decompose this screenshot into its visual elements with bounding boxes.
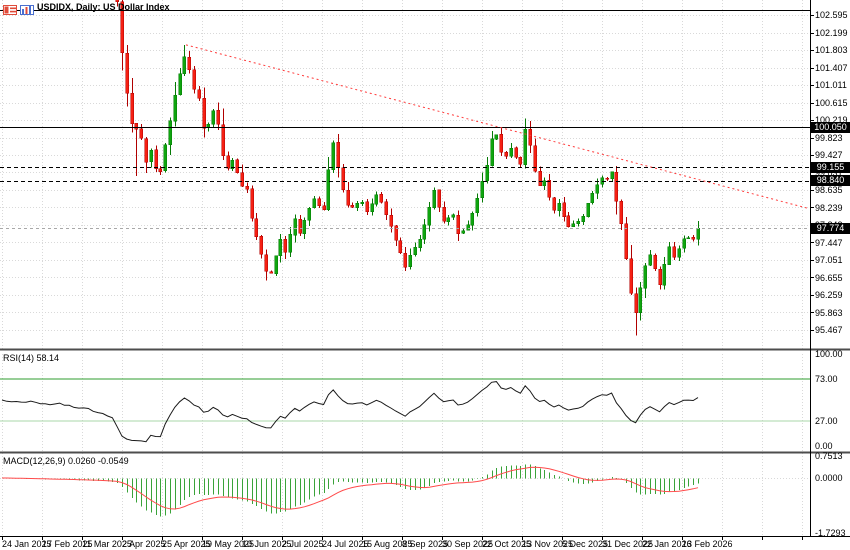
one-click-trading-icon[interactable]: [3, 2, 17, 15]
macd-signal-line: [2, 466, 699, 510]
price-axis-label: 96.655: [815, 272, 843, 283]
price-axis-label: 100.219: [815, 115, 848, 125]
chart-mode-icon[interactable]: [20, 2, 34, 15]
rsi-axis-label: 73.00: [815, 373, 838, 384]
date-label: 22 Oct 2025: [482, 539, 532, 549]
date-label: 25 Apr 2025: [162, 539, 211, 549]
price-axis-label: 97.051: [815, 255, 843, 265]
macd-indicator-label: MACD(12,26,9) 0.0260 -0.0549: [3, 456, 129, 466]
rsi-axis-label: 0.00: [815, 441, 833, 451]
date-label: 17 Feb 2025: [42, 539, 93, 549]
price-axis-label: 101.803: [815, 45, 848, 55]
macd-axis-label: 0.0000: [815, 473, 843, 483]
rsi-panel: [0, 378, 810, 443]
horizontal-lines[interactable]: [0, 10, 810, 229]
price-badge: 98.840: [811, 175, 850, 187]
price-axis-label: 100.615: [815, 97, 848, 108]
date-label: 10 Jun 2025: [242, 539, 292, 549]
date-label: 30 Sep 2025: [442, 539, 494, 549]
price-axis-label: 102.199: [815, 27, 848, 38]
price-axis-label: 101.407: [815, 62, 848, 73]
date-label: 13 Feb 2026: [682, 539, 733, 549]
price-badge: 97.774: [811, 222, 850, 234]
date-label: 2 Jul 2025: [282, 539, 324, 549]
price-axis-label: 102.595: [815, 10, 848, 20]
price-axis-label: 95.863: [815, 307, 843, 318]
price-axis-label: 96.259: [815, 290, 843, 300]
date-label: 31 Dec 2025: [602, 539, 654, 549]
date-label: 11 Mar 2025: [82, 539, 132, 549]
rsi-axis-label: 100.00: [815, 349, 843, 359]
price-axis-label: 97.447: [815, 237, 843, 248]
price-axis-label: 98.239: [815, 202, 843, 213]
date-label: 2 Apr 2025: [122, 539, 166, 549]
price-axis[interactable]: 102.595 102.199 101.803 101.407 101.011 100.6…: [811, 0, 850, 550]
rsi-axis-label: 27.00: [815, 416, 838, 427]
rsi-indicator-label: RSI(14) 58.14: [3, 353, 60, 363]
price-axis-label: 99.427: [815, 150, 843, 160]
price-badge: 99.155: [811, 161, 850, 173]
date-label: 22 Jan 2026: [642, 539, 692, 549]
trendline[interactable]: [185, 44, 809, 209]
date-label: 19 May 2025: [202, 539, 255, 549]
date-label: 15 Aug 2025: [362, 539, 413, 549]
price-axis-label: 101.011: [815, 80, 847, 90]
price-axis-label: 99.823: [815, 132, 843, 143]
date-label: 13 Nov 2025: [522, 539, 574, 549]
date-label: 24 Jan 2025: [2, 539, 52, 549]
price-axis-label: 95.467: [815, 325, 843, 335]
rsi-line: [1, 381, 699, 443]
candlestick-series: [115, 0, 700, 336]
macd-axis-label: 0.7513: [815, 451, 843, 461]
price-badge: 100.050: [811, 121, 850, 133]
macd-axis-label: -1.7293: [815, 528, 846, 538]
time-axis[interactable]: 24 Jan 2025 17 Feb 2025 11 Mar 2025 2 Apr 2…: [0, 538, 810, 550]
date-label: 5 Dec 2025: [562, 539, 609, 549]
macd-panel: [0, 464, 810, 517]
chart-title-bar: USDIDX, Daily: US Dollar Index: [3, 2, 170, 15]
date-label: 8 Sep 2025: [402, 539, 449, 549]
price-axis-label: 98.635: [815, 185, 843, 195]
date-label: 24 Jul 2025: [322, 539, 369, 549]
chart-title: USDIDX, Daily: US Dollar Index: [37, 2, 170, 12]
